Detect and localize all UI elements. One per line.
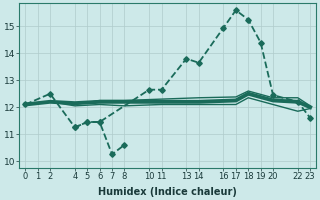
X-axis label: Humidex (Indice chaleur): Humidex (Indice chaleur) <box>98 187 237 197</box>
